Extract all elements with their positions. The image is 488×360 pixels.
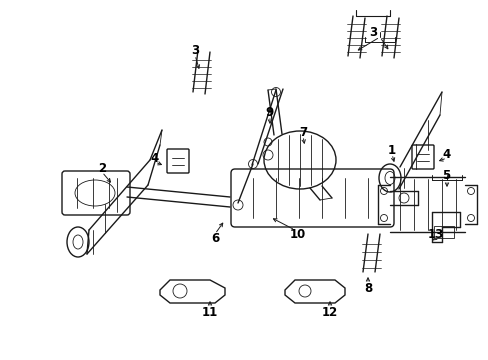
Text: 12: 12 — [321, 306, 337, 319]
Text: 10: 10 — [289, 228, 305, 240]
Text: 11: 11 — [202, 306, 218, 319]
Text: 1: 1 — [387, 144, 395, 157]
Text: 8: 8 — [363, 282, 371, 294]
Text: 5: 5 — [441, 168, 449, 181]
Text: 4: 4 — [151, 152, 159, 165]
Text: 4: 4 — [442, 148, 450, 161]
Text: 9: 9 — [265, 105, 274, 118]
Text: 7: 7 — [298, 126, 306, 139]
Bar — [433, 226, 453, 238]
Text: 3: 3 — [368, 26, 376, 39]
Text: 3: 3 — [190, 44, 199, 57]
Text: 2: 2 — [98, 162, 106, 175]
Text: 13: 13 — [427, 228, 443, 240]
Text: 6: 6 — [210, 231, 219, 244]
